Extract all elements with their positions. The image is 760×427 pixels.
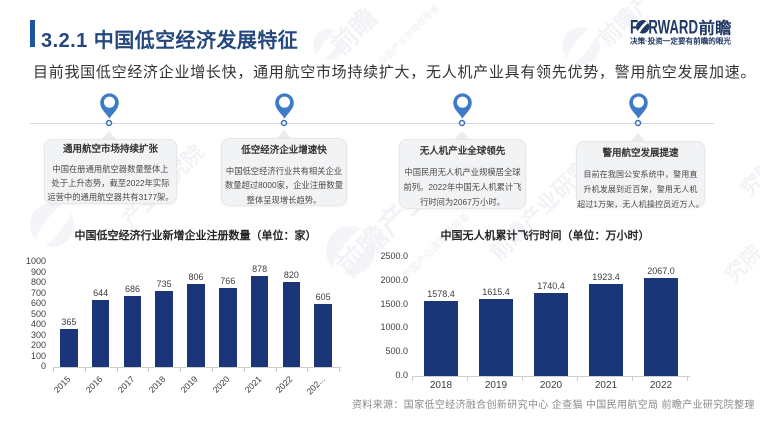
svg-text:前瞻: 前瞻 xyxy=(699,19,732,38)
svg-text:决策·投资一定要有前瞻的眼光: 决策·投资一定要有前瞻的眼光 xyxy=(630,37,732,46)
